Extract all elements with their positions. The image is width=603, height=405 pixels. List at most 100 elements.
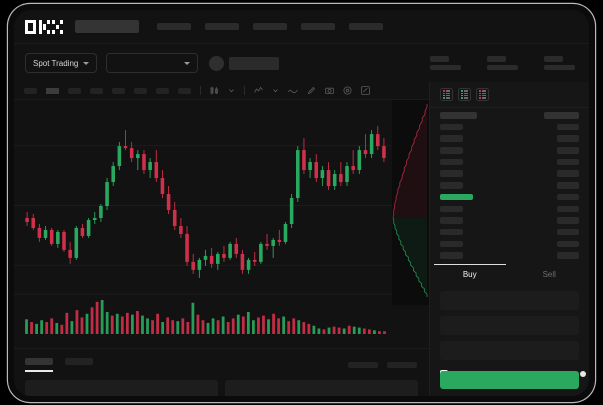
pair-avatar	[209, 55, 225, 71]
timeframe-4[interactable]	[112, 87, 125, 94]
tab-buy[interactable]: Buy	[462, 269, 477, 279]
orders-tab-1[interactable]	[65, 358, 93, 372]
tab-sell[interactable]: Sell	[542, 269, 556, 279]
stat-value	[487, 64, 518, 70]
stat-value	[430, 64, 461, 70]
search-input[interactable]	[75, 20, 139, 33]
orderbook-row[interactable]	[440, 147, 579, 154]
nav-item-2[interactable]	[253, 23, 287, 30]
orderbook-row[interactable]	[440, 240, 579, 248]
orders-panel-body	[14, 372, 429, 396]
orderbook-both-icon[interactable]	[440, 88, 453, 101]
orderbook-price	[440, 228, 463, 236]
price-chart[interactable]	[14, 100, 429, 348]
chevron-down-icon[interactable]	[272, 87, 279, 94]
orderbook-price	[440, 123, 463, 131]
nav-item-0[interactable]	[157, 23, 191, 30]
device-bezel: Spot Trading	[14, 10, 589, 396]
chevron-down-icon[interactable]	[228, 87, 235, 94]
fullscreen-icon[interactable]	[361, 86, 370, 95]
slider-stop-100[interactable]	[580, 371, 586, 378]
stat-block-1	[487, 56, 518, 70]
orders-tab-0[interactable]	[25, 358, 53, 372]
orders-panel	[14, 348, 429, 396]
indicators-icon[interactable]	[254, 86, 263, 95]
header-nav	[157, 23, 383, 30]
orders-action-1[interactable]	[387, 361, 417, 368]
pair-select[interactable]	[106, 53, 199, 73]
okx-logo[interactable]	[25, 19, 63, 34]
orderbook-price	[440, 217, 463, 224]
stat-label	[487, 56, 506, 62]
line-chart-icon[interactable]	[288, 87, 298, 95]
orderbook-price	[440, 205, 463, 212]
orderbook-row[interactable]	[440, 135, 579, 142]
orderbook-row[interactable]	[440, 217, 579, 224]
toolbar-divider	[244, 86, 245, 95]
pencil-icon[interactable]	[307, 86, 316, 95]
orderbook-size	[557, 182, 579, 189]
orders-tab-label	[65, 358, 93, 365]
logo-glyph-x	[52, 19, 63, 34]
order-form-tabs: Buy Sell	[430, 263, 589, 284]
orderbook-size	[557, 252, 579, 259]
orderbook-row[interactable]	[440, 228, 579, 236]
toolbar-divider	[200, 86, 201, 95]
orderbook-row[interactable]	[440, 170, 579, 177]
order-price-field[interactable]	[440, 290, 579, 310]
orderbook-price	[440, 252, 463, 259]
orderbook-row[interactable]	[440, 112, 579, 119]
depth-chart-overlay	[392, 100, 429, 305]
app-screen: Spot Trading	[14, 10, 589, 396]
orderbook-price	[440, 240, 463, 248]
orderbook-row[interactable]	[440, 193, 579, 201]
chevron-down-icon	[184, 61, 191, 65]
camera-icon[interactable]	[325, 86, 334, 95]
orderbook-row[interactable]	[440, 158, 579, 166]
logo-glyph-o	[25, 19, 36, 34]
last-price	[229, 56, 280, 70]
orderbook-row[interactable]	[440, 252, 579, 259]
orderbook-row[interactable]	[440, 123, 579, 131]
order-amount-field[interactable]	[440, 315, 579, 335]
timeframe-3[interactable]	[90, 87, 103, 94]
stat-block-2	[544, 56, 575, 70]
orderbook-price	[440, 193, 473, 201]
orderbook-size	[557, 228, 579, 236]
timeframe-1[interactable]	[46, 87, 59, 94]
timeframe-6[interactable]	[156, 87, 169, 94]
nav-item-1[interactable]	[205, 23, 239, 30]
nav-item-3[interactable]	[301, 23, 335, 30]
orderbook-row[interactable]	[440, 182, 579, 189]
stat-label	[544, 56, 563, 62]
settings-icon[interactable]	[343, 86, 352, 95]
timeframe-5[interactable]	[134, 87, 147, 94]
orderbook-size	[557, 240, 579, 248]
orderbook-asks-icon[interactable]	[476, 88, 489, 101]
orderbook-sidebar: Buy Sell	[429, 82, 589, 396]
place-order-button[interactable]	[440, 371, 579, 389]
orders-block-1	[225, 379, 418, 396]
timeframe-7[interactable]	[178, 87, 191, 94]
order-total-field[interactable]	[440, 340, 579, 360]
market-stats	[430, 56, 589, 70]
orderbook-size	[557, 158, 579, 166]
orders-tab-label	[25, 358, 53, 365]
orderbook-bids-icon[interactable]	[458, 88, 471, 101]
orderbook-divider	[430, 107, 589, 108]
candle-type-icon[interactable]	[210, 86, 219, 95]
orderbook-row[interactable]	[440, 205, 579, 212]
orderbook-price	[440, 170, 463, 177]
candlestick-chart	[14, 126, 429, 334]
stat-label	[430, 56, 449, 62]
stat-block-0	[430, 56, 461, 70]
timeframe-0[interactable]	[24, 87, 37, 94]
orderbook-size	[557, 123, 579, 131]
timeframe-2[interactable]	[68, 87, 81, 94]
trading-mode-select[interactable]: Spot Trading	[25, 53, 98, 73]
orderbook-rows	[430, 108, 589, 259]
nav-item-4[interactable]	[349, 23, 383, 30]
orders-panel-actions	[348, 361, 429, 368]
orders-action-0[interactable]	[348, 361, 378, 368]
order-form	[430, 284, 589, 360]
